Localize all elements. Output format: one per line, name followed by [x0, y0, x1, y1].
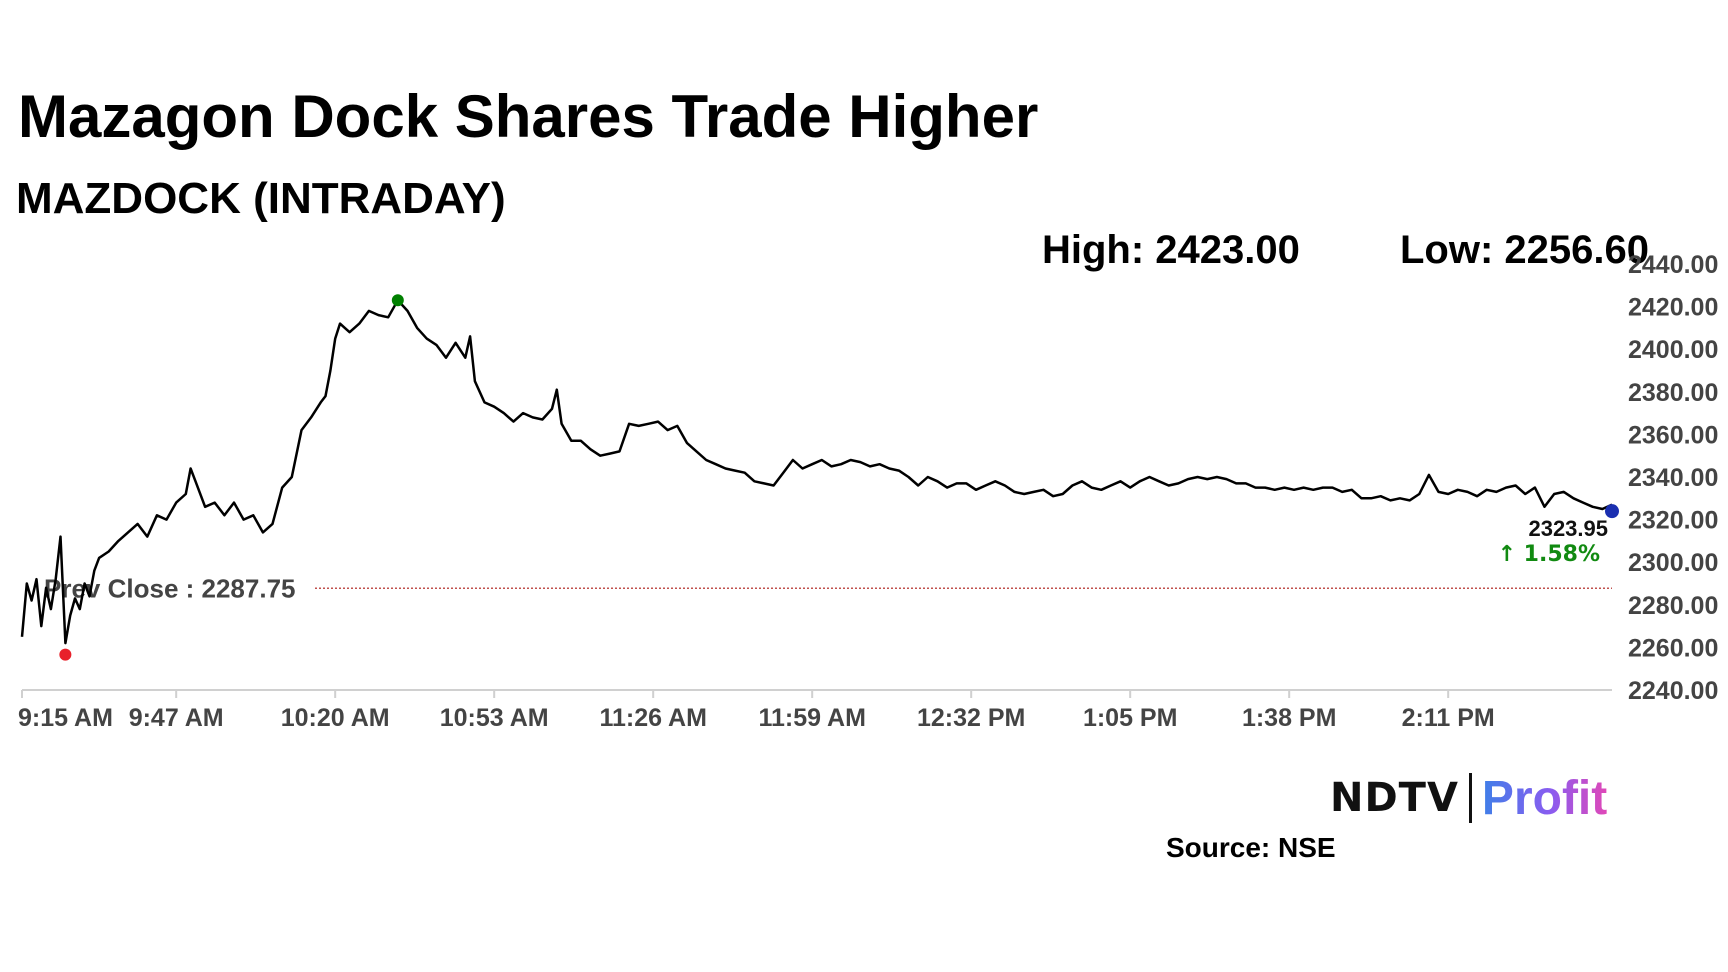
last-price-marker: [1605, 504, 1619, 519]
low-marker: [59, 648, 72, 661]
y-tick-label: 2240.00: [1628, 677, 1718, 705]
x-tick-label: 9:15 AM: [18, 704, 113, 732]
x-tick-label: 10:20 AM: [281, 704, 390, 732]
x-tick-label: 11:59 AM: [758, 704, 865, 732]
last-price-label: 2323.95: [1528, 516, 1608, 541]
day-high-label: High: 2423.00: [1042, 228, 1300, 272]
axes: 9:15 AM 9:47 AM 10:20 AM 10:53 AM 11:26 AM 11…: [18, 251, 1718, 732]
y-tick-label: 2300.00: [1628, 549, 1718, 577]
x-tick-label: 1:05 PM: [1083, 704, 1177, 732]
change-percent-label: ↑ 1.58%: [1498, 542, 1600, 567]
logo-divider: [1468, 773, 1472, 823]
price-line: [20, 298, 1613, 645]
day-low-label: Low: 2256.60: [1400, 228, 1650, 272]
y-tick-label: 2280.00: [1628, 592, 1718, 620]
profit-wordmark: Profit: [1481, 771, 1608, 825]
x-tick-label: 11:26 AM: [599, 704, 706, 732]
chart-subtitle: MAZDOCK (INTRADAY): [16, 174, 506, 223]
price-series-layer: [20, 298, 1613, 645]
y-tick-label: 2340.00: [1628, 464, 1718, 492]
x-tick-label: 2:11 PM: [1402, 704, 1495, 732]
chart-title: Mazagon Dock Shares Trade Higher: [18, 83, 1039, 150]
x-tick-label: 12:32 PM: [917, 704, 1025, 732]
ndtv-profit-logo: NDTV Profit: [1330, 770, 1607, 826]
y-tick-label: 2400.00: [1628, 336, 1718, 364]
source-note: Source: NSE: [1166, 832, 1336, 863]
x-tick-label: 9:47 AM: [129, 704, 224, 732]
high-marker: [391, 294, 404, 307]
marker-layer: 2323.95↑ 1.58%: [59, 294, 1619, 661]
prev-close-layer: Prev Close : 2287.75: [44, 573, 1612, 603]
y-tick-label: 2440.00: [1628, 251, 1718, 279]
y-tick-label: 2380.00: [1628, 379, 1718, 407]
y-tick-label: 2320.00: [1628, 507, 1718, 535]
y-tick-label: 2420.00: [1628, 294, 1718, 322]
y-tick-label: 2360.00: [1628, 421, 1718, 449]
x-tick-label: 1:38 PM: [1242, 704, 1336, 732]
ndtv-wordmark: NDTV: [1330, 775, 1459, 821]
y-tick-label: 2260.00: [1628, 634, 1718, 662]
x-tick-label: 10:53 AM: [440, 704, 549, 732]
